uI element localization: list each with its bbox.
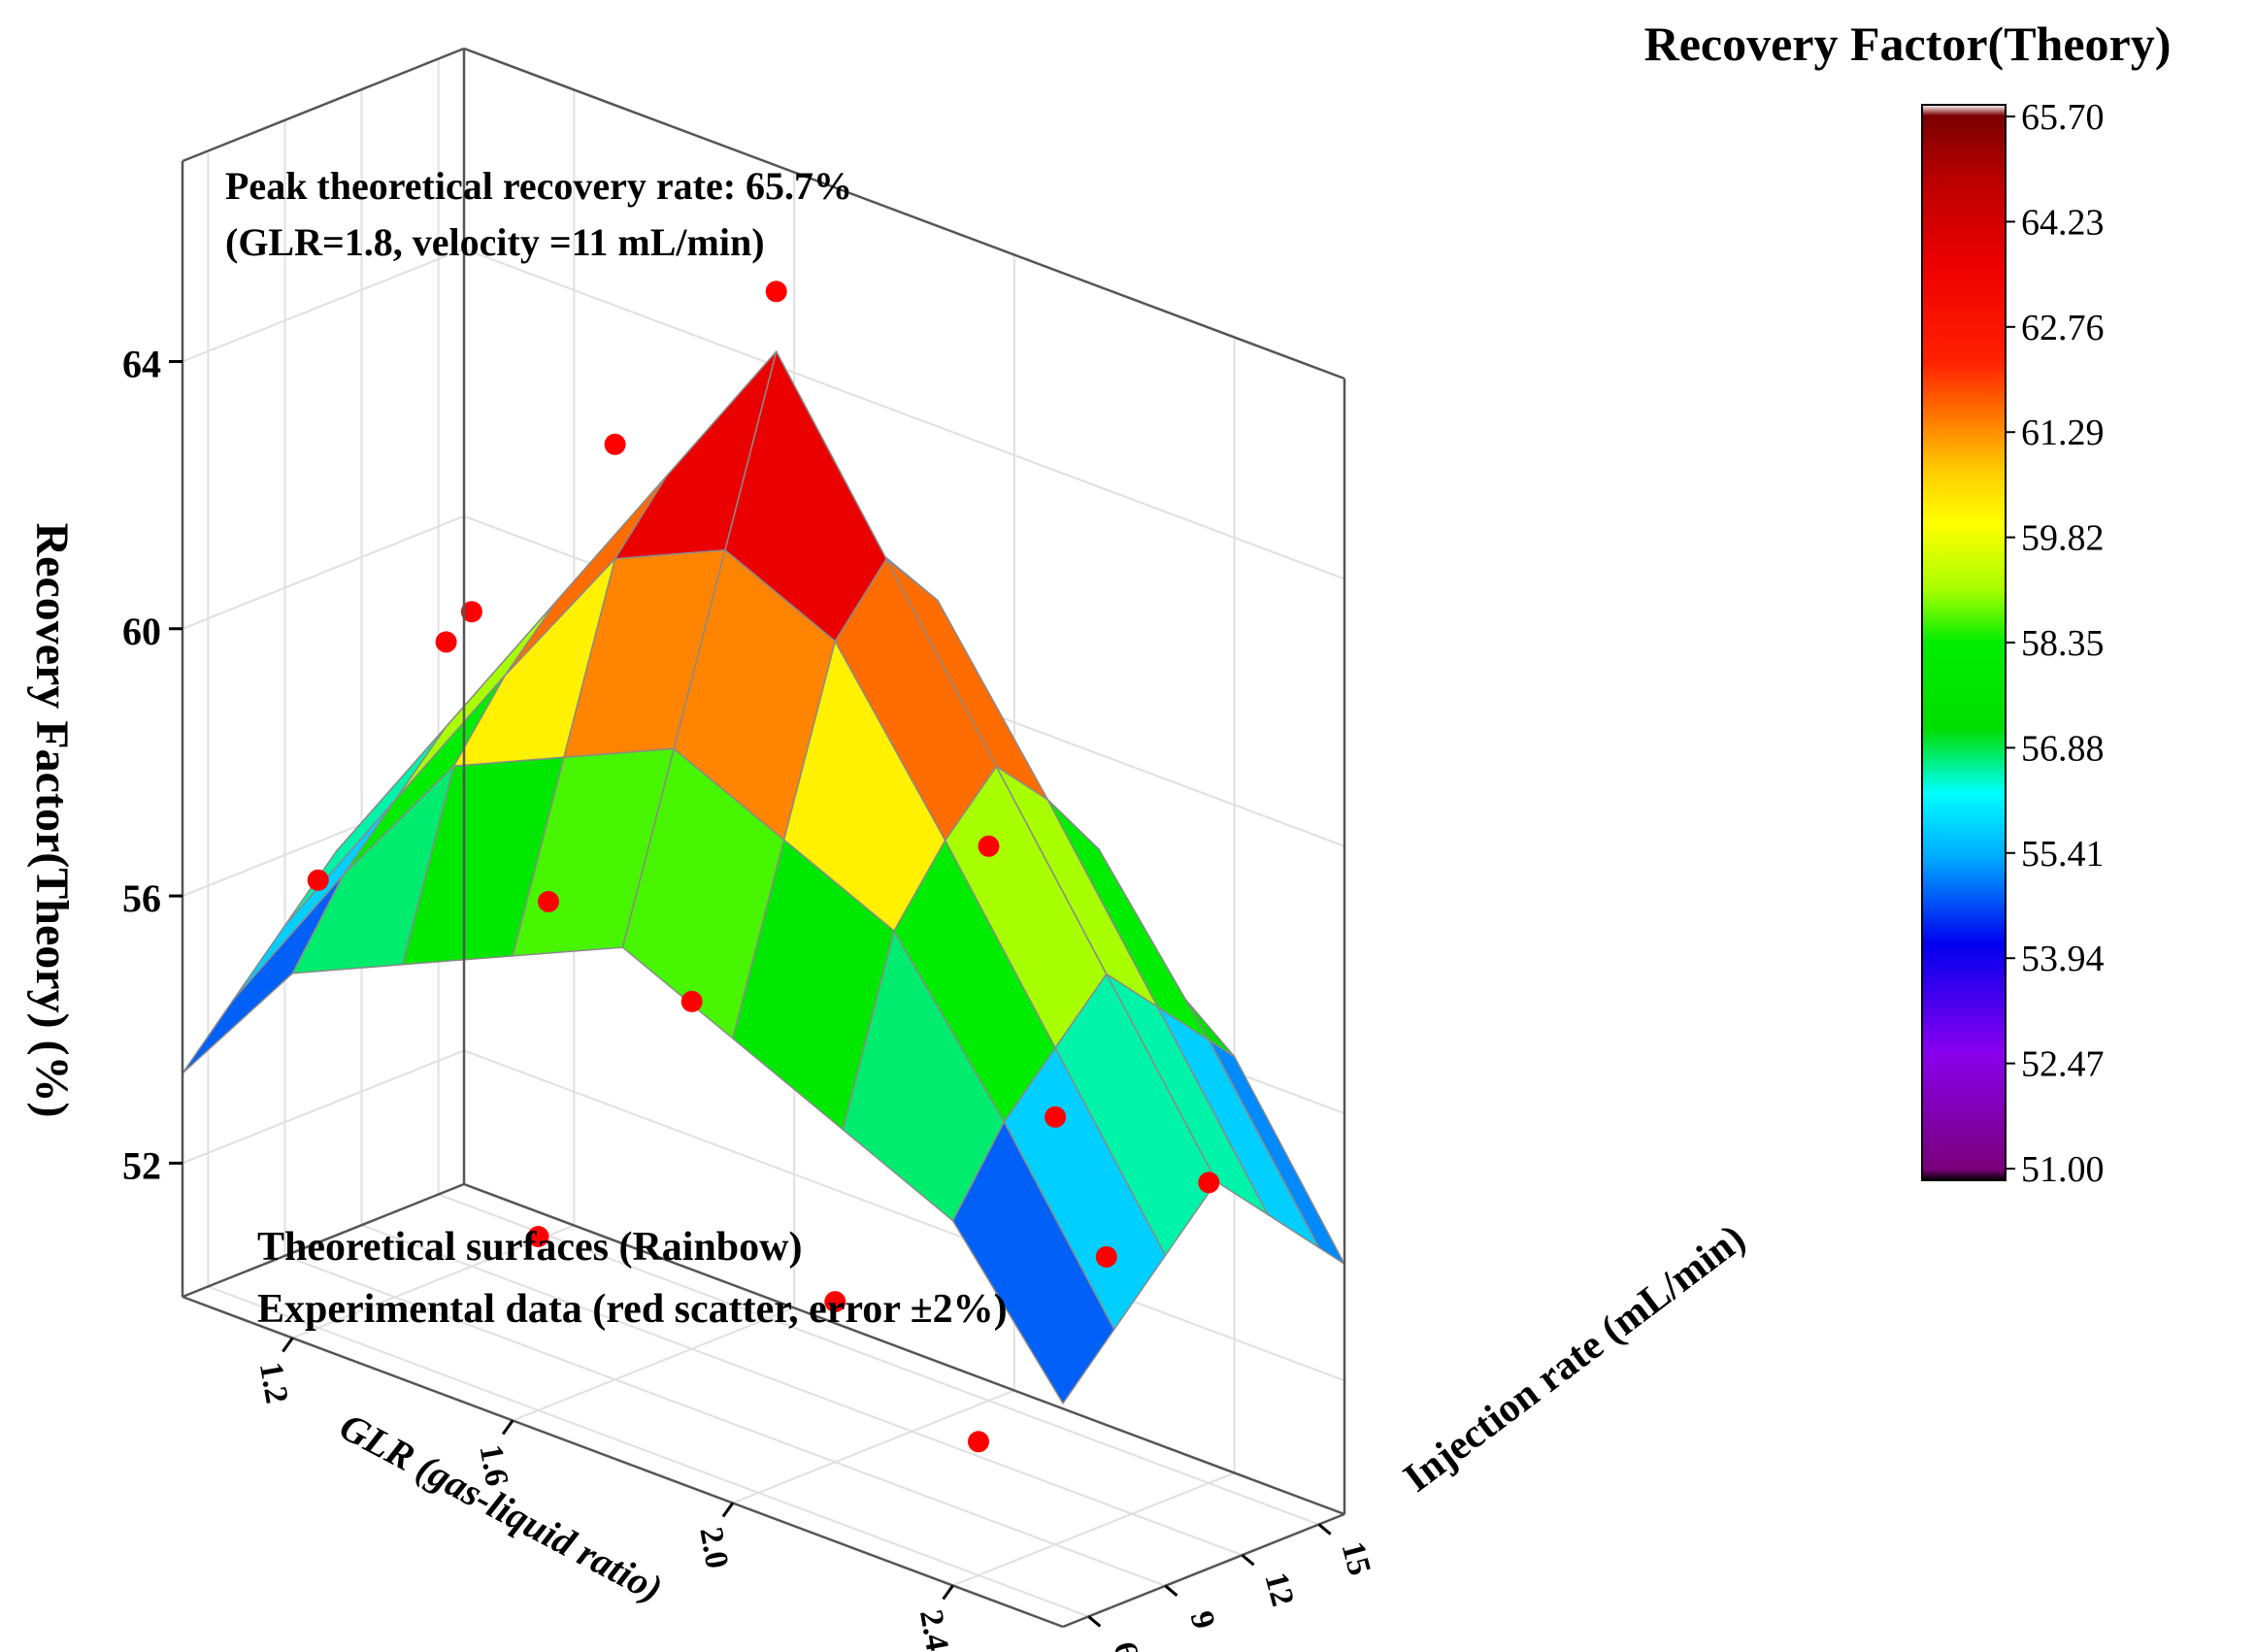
- x-tick-label: 2.4: [912, 1607, 955, 1652]
- experimental-point: [765, 281, 787, 303]
- y-tick-mark: [1164, 1584, 1178, 1597]
- grid-line: [182, 1049, 465, 1165]
- grid-line: [284, 1254, 1166, 1587]
- colorbar: Recovery Factor(Theory) 65.70 64.23 62.76 6…: [1644, 17, 2172, 1190]
- colorbar-tick-label: 55.41: [2021, 834, 2105, 875]
- experimental-point: [604, 433, 626, 455]
- experimental-point: [978, 835, 1000, 857]
- colorbar-tick-label: 65.70: [2021, 97, 2105, 138]
- z-tick-label: 56: [122, 876, 161, 920]
- legend-line-surface: Theoretical surfaces (Rainbow): [257, 1225, 802, 1270]
- grid-line: [208, 1285, 1089, 1618]
- y-axis-line: [1062, 1512, 1345, 1629]
- experimental-point: [527, 1226, 549, 1247]
- peak-annotation-line2: (GLR=1.8, velocity =11 mL/min): [225, 220, 765, 264]
- y-tick-mark: [1241, 1554, 1255, 1567]
- y-tick-label: 15: [1334, 1538, 1377, 1579]
- peak-annotation-line1: Peak theoretical recovery rate: 65.7%: [225, 164, 852, 208]
- top-edge: [463, 47, 1345, 380]
- scatter-points: [307, 281, 1220, 1453]
- z-tick-label: 64: [122, 342, 161, 385]
- x-tick-label: 1.2: [252, 1360, 295, 1406]
- x-tick-mark: [501, 1419, 514, 1436]
- floor-edge: [463, 1182, 1345, 1516]
- grid-line: [182, 514, 465, 630]
- grid-line: [952, 1471, 1235, 1587]
- x-axis-line: [182, 1295, 1064, 1629]
- colorbar-tick-label: 62.76: [2021, 308, 2105, 348]
- surface-cell: [182, 874, 345, 1074]
- grid-line: [463, 248, 1345, 580]
- colorbar-tick-label: 51.00: [2021, 1149, 2105, 1190]
- experimental-point: [307, 869, 329, 891]
- y-tick-label: 9: [1183, 1607, 1222, 1633]
- grid-line: [361, 1224, 1243, 1557]
- y-axis-title: Injection rate (mL/min): [1396, 1216, 1754, 1502]
- experimental-point: [824, 1291, 846, 1313]
- surface-cell: [951, 1121, 1115, 1404]
- top-edge: [182, 47, 465, 163]
- experimental-point: [1095, 1245, 1117, 1268]
- x-tick-mark: [721, 1502, 735, 1518]
- colorbar-tick-label: 61.29: [2021, 413, 2105, 453]
- z-tick-label: 60: [122, 610, 161, 653]
- y-tick-label: 6: [1106, 1638, 1145, 1652]
- y-tick-label: 12: [1257, 1569, 1301, 1609]
- experimental-point: [460, 601, 482, 623]
- colorbar-tick-label: 53.94: [2021, 939, 2105, 979]
- grid-line: [512, 1306, 795, 1422]
- x-tick-mark: [282, 1337, 294, 1353]
- grid-line: [182, 248, 465, 363]
- experimental-point: [538, 890, 559, 912]
- experimental-point: [680, 990, 703, 1012]
- x-tick-label: 1.6: [473, 1442, 515, 1489]
- grid-line: [463, 1049, 1345, 1382]
- x-tick-label: 2.0: [692, 1525, 735, 1571]
- colorbar-tick-label: 56.88: [2021, 728, 2105, 769]
- colorbar-tick-label: 58.35: [2021, 623, 2105, 664]
- grid-line: [438, 1193, 1319, 1526]
- experimental-point: [968, 1431, 989, 1453]
- axes: 52 56 60 64 1.2 1.6 2.0 2.4 6 9 12 15: [122, 47, 1377, 1652]
- y-tick-mark: [1087, 1615, 1102, 1628]
- y-tick-mark: [1317, 1523, 1332, 1536]
- experimental-point: [435, 631, 457, 653]
- colorbar-gradient: [1921, 104, 2007, 1181]
- x-tick-mark: [942, 1584, 954, 1601]
- z-tick-label: 52: [122, 1143, 161, 1187]
- legend-line-scatter: Experimental data (red scatter, error ±2…: [257, 1287, 1008, 1332]
- z-axis-title: Recovery Factor(Theory) (%): [26, 522, 78, 1117]
- colorbar-tick-label: 52.47: [2021, 1044, 2105, 1085]
- experimental-point: [1045, 1106, 1067, 1128]
- x-axis-title: GLR (gas-liquid ratio): [333, 1404, 670, 1611]
- grid-line: [292, 1224, 575, 1339]
- experimental-point: [1198, 1172, 1220, 1194]
- floor-edge: [182, 1182, 465, 1299]
- colorbar-tick-label: 64.23: [2021, 202, 2105, 243]
- colorbar-tick-label: 59.82: [2021, 518, 2105, 559]
- surface: [182, 350, 1345, 1404]
- grid-line: [732, 1389, 1015, 1504]
- colorbar-title: Recovery Factor(Theory): [1644, 17, 2172, 71]
